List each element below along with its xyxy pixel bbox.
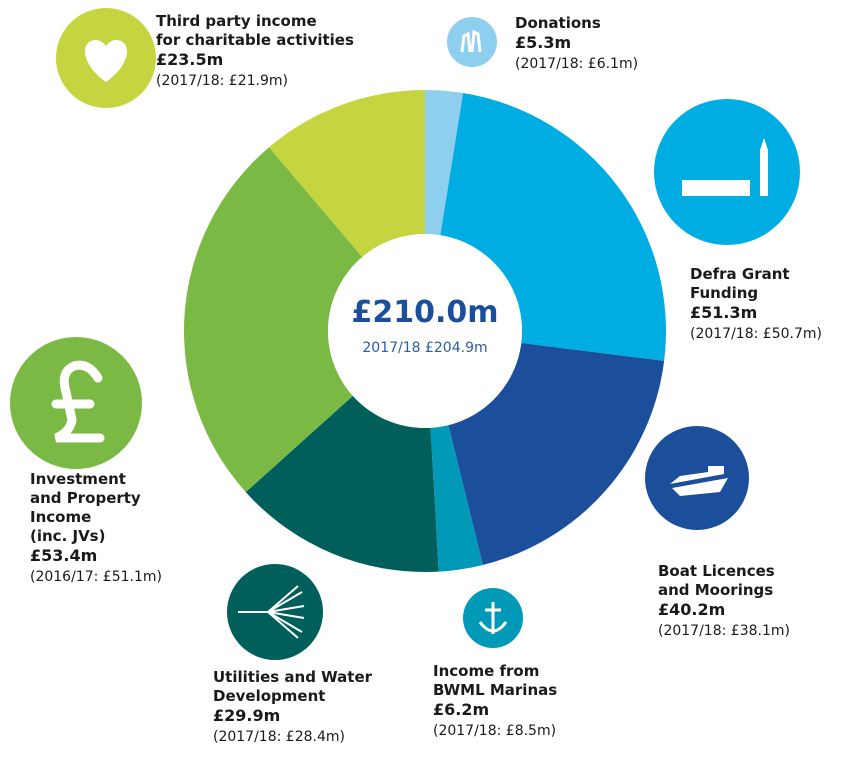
wedge	[183, 147, 363, 493]
people-shape	[460, 29, 482, 53]
category-name: Investment and Property Income (inc. JVs…	[30, 470, 141, 545]
cable-shape	[238, 585, 305, 639]
segment-label: Income from BWML Marinas £6.2m (2017/18: £…	[433, 662, 557, 741]
prior-year-note: (2017/18: £28.4m)	[213, 729, 345, 745]
value-label: £5.3m	[515, 33, 572, 52]
segment-label: Boat Licences and Moorings £40.2m (2017/18…	[658, 562, 790, 641]
wedge	[269, 90, 425, 258]
donut-hole	[328, 234, 522, 428]
heart-shape	[85, 40, 127, 82]
category-name: Third party income for charitable activi…	[156, 12, 354, 49]
segment-label: Investment and Property Income (inc. JVs…	[30, 470, 162, 587]
icons	[10, 8, 800, 660]
value-label: £29.9m	[213, 706, 281, 725]
wedge	[440, 93, 666, 361]
value-label: £40.2m	[658, 600, 726, 619]
segment-label: Donations £5.3m (2017/18: £6.1m)	[515, 14, 638, 74]
segment-label: Third party income for charitable activi…	[156, 12, 354, 91]
value-label: £23.5m	[156, 50, 224, 69]
prior-year-note: (2017/18: £6.1m)	[515, 56, 639, 72]
parliament-shape	[682, 138, 768, 196]
center-title: £210.0m	[351, 295, 499, 330]
value-label: £53.4m	[30, 546, 98, 565]
utilities-icon	[227, 564, 323, 660]
prior-year-note: (2017/18: £8.5m)	[433, 723, 557, 739]
segment-label: Defra Grant Funding £51.3m (2017/18: £50.7…	[690, 265, 822, 344]
wedge	[425, 90, 464, 236]
category-name: Utilities and Water Development	[213, 668, 373, 705]
prior-year-note: (2017/18: £38.1m)	[658, 623, 790, 639]
center-label: £210.0m 2017/18 £204.9m	[330, 295, 520, 356]
wedge	[448, 343, 665, 565]
wedge	[430, 425, 483, 572]
category-name: Donations	[515, 14, 601, 32]
prior-year-note: (2017/18: £21.9m)	[156, 73, 288, 89]
prior-year-note: (2017/18: £50.7m)	[690, 326, 822, 342]
wedge	[245, 395, 439, 572]
value-label: £51.3m	[690, 303, 758, 322]
boat-shape	[670, 466, 728, 496]
prior-year-note: (2016/17: £51.1m)	[30, 569, 162, 585]
category-name: Defra Grant Funding	[690, 265, 790, 302]
value-label: £6.2m	[433, 700, 490, 719]
pound-shape	[51, 360, 105, 443]
category-name: Income from BWML Marinas	[433, 662, 558, 699]
anchor-shape	[478, 602, 508, 634]
center-subtitle: 2017/18 £204.9m	[362, 340, 488, 356]
segment-label: Utilities and Water Development £29.9m (20…	[213, 668, 372, 747]
defra-icon	[654, 99, 800, 245]
category-name: Boat Licences and Moorings	[658, 562, 775, 599]
